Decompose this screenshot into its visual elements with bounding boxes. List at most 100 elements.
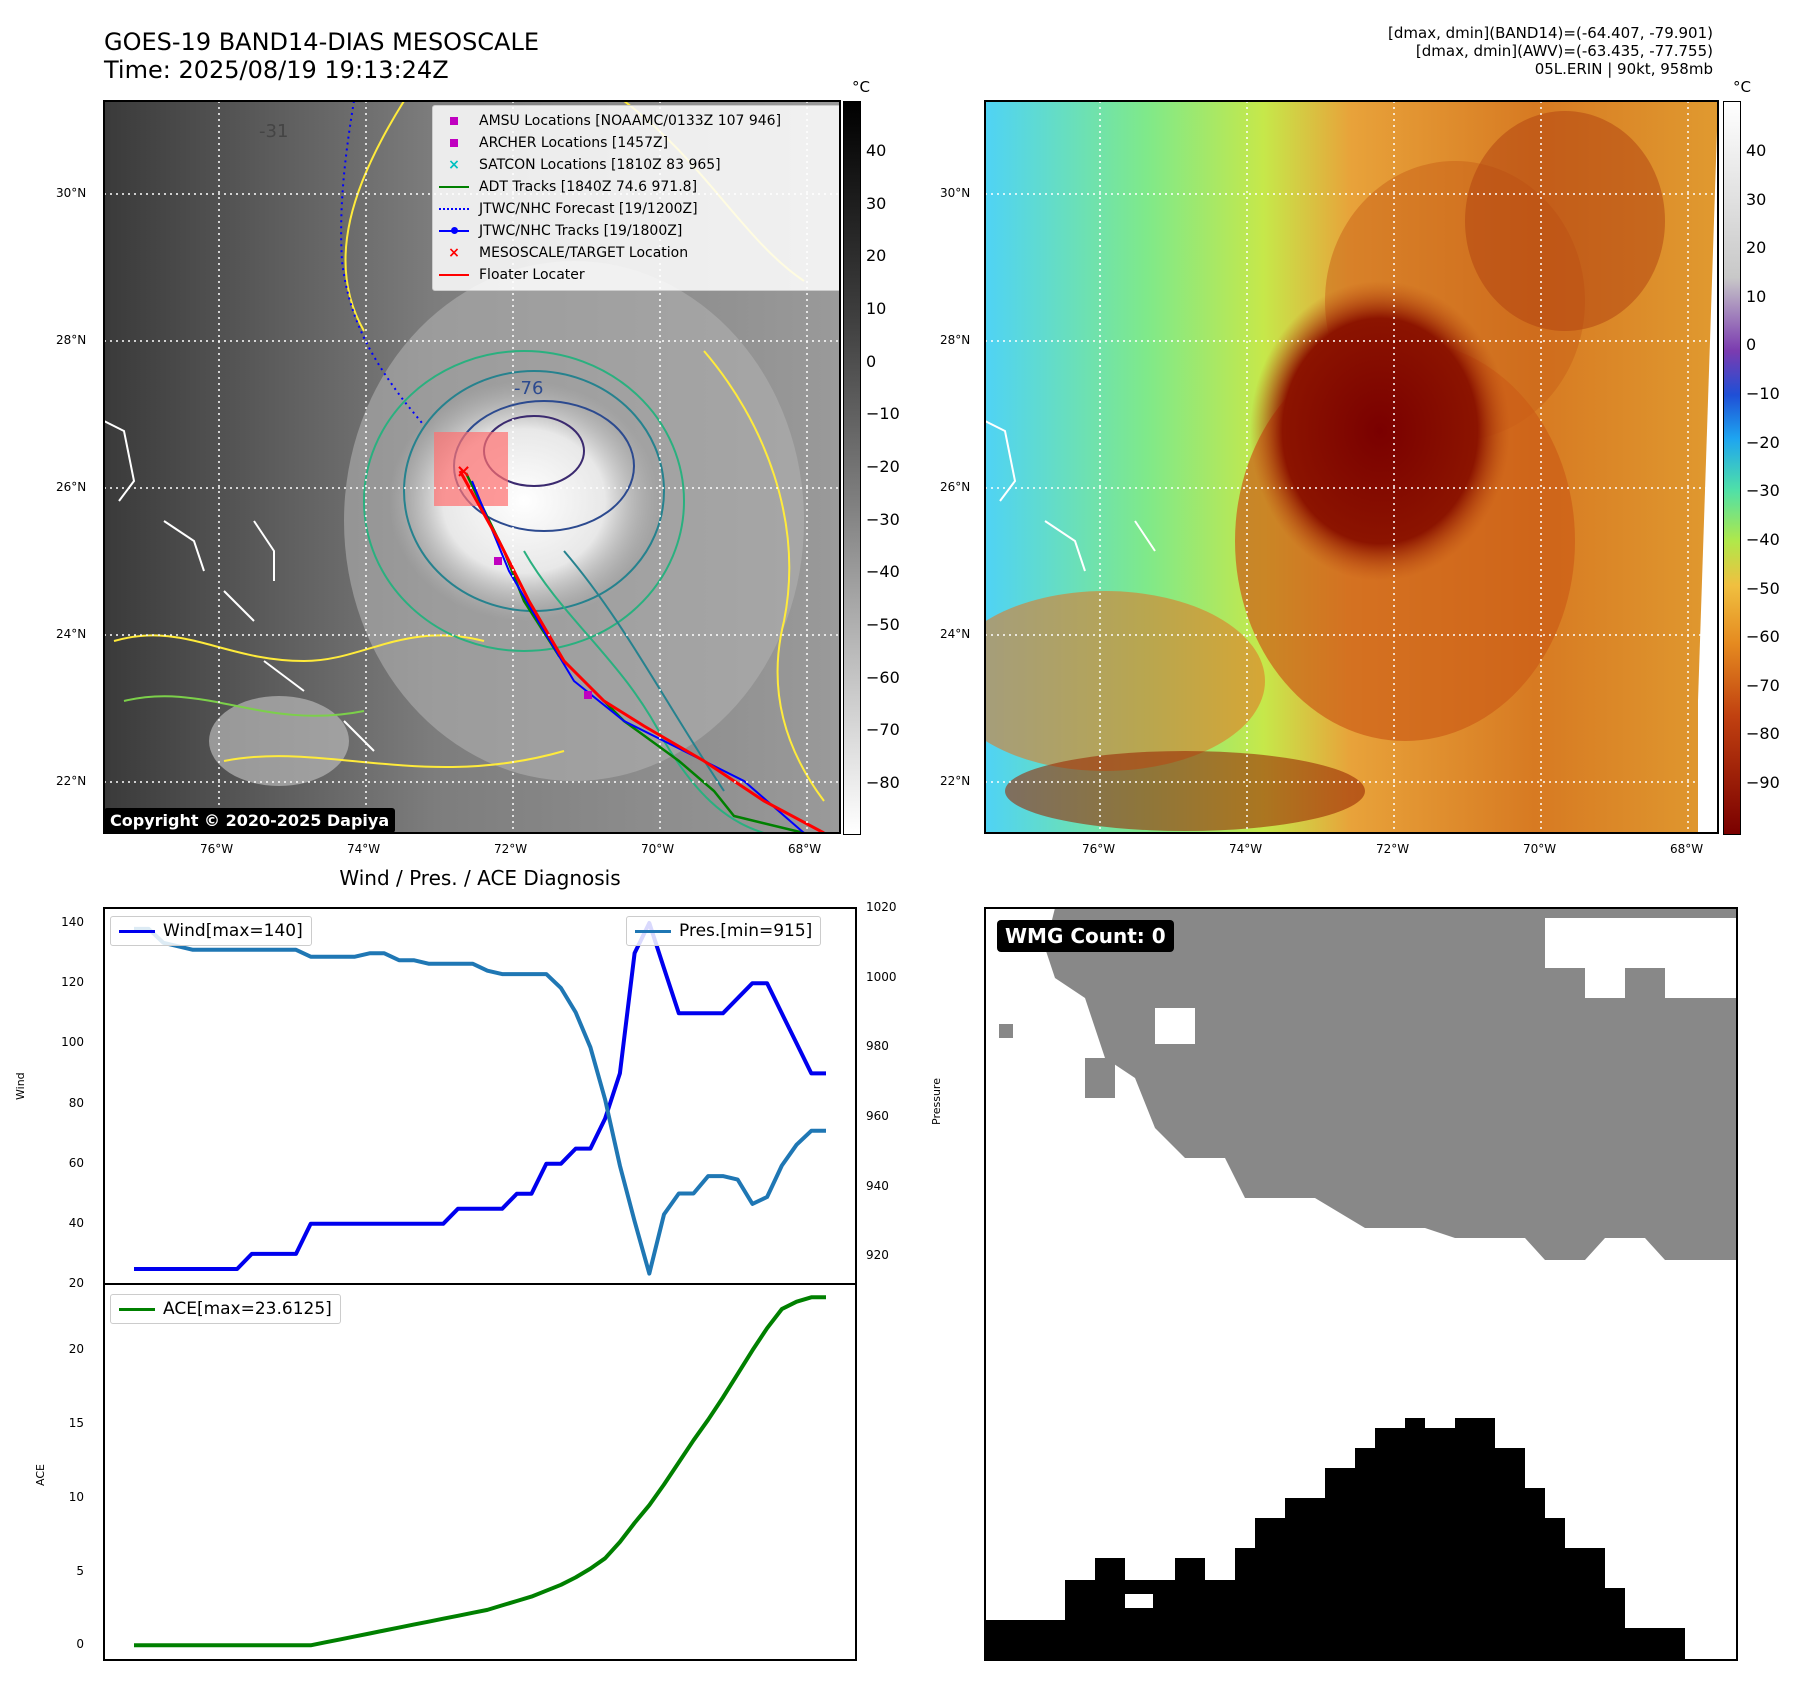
wmg-panel: WMG Count: 0 — [985, 908, 1737, 1660]
left-map-panel: -76 -31 × AMSU Locations [NOAAMC/0133Z 1… — [104, 101, 840, 833]
left-colorbar-unit: °C — [852, 78, 870, 96]
right-map-frame — [984, 100, 1719, 834]
colorbar-tick: 20 — [1746, 238, 1767, 258]
y-tick-label: 1000 — [866, 969, 897, 984]
y-tick-label: 0 — [76, 1637, 84, 1652]
y-tick-label: 15 — [68, 1416, 84, 1431]
colorbar-tick: −60 — [1746, 627, 1780, 647]
legend-item: × SATCON Locations [1810Z 83 965] — [439, 154, 839, 176]
colorbar-tick: −50 — [866, 615, 900, 634]
y-tick-label: 10 — [68, 1489, 84, 1504]
ace-plot — [134, 1295, 826, 1648]
stats-awv: [dmax, dmin](AWV)=(-63.435, -77.755) — [1415, 42, 1713, 60]
colorbar-tick: −10 — [866, 404, 900, 424]
colorbar-tick: 30 — [1746, 189, 1767, 209]
colorbar-tick: −50 — [1746, 578, 1780, 598]
legend-label: JTWC/NHC Tracks [19/1800Z] — [479, 223, 683, 239]
left-lat-22: 22°N — [56, 774, 87, 788]
colorbar-tick: −20 — [1746, 432, 1780, 452]
legend-label: AMSU Locations [NOAAMC/0133Z 107 946] — [479, 113, 782, 129]
y-tick-label: 20 — [68, 1276, 84, 1290]
y-tick-label: 140 — [61, 915, 84, 930]
colorbar-tick: 10 — [1746, 286, 1767, 306]
pressure-legend-label: Pres.[min=915] — [679, 921, 813, 941]
y-tick-label: 960 — [866, 1108, 889, 1123]
ace-legend-swatch — [119, 1307, 155, 1311]
wind-legend: Wind[max=140] — [110, 916, 312, 946]
left-map-legend: AMSU Locations [NOAAMC/0133Z 107 946] ARC… — [432, 105, 840, 291]
figure-title-line2: Time: 2025/08/19 19:13:24Z — [104, 56, 449, 84]
ace-legend: ACE[max=23.6125] — [110, 1294, 341, 1324]
right-map-image — [985, 101, 1718, 833]
legend-label: SATCON Locations [1810Z 83 965] — [479, 157, 721, 173]
colorbar-tick: −30 — [1746, 481, 1780, 501]
pressure-legend: Pres.[min=915] — [626, 916, 822, 946]
legend-item: JTWC/NHC Forecast [19/1200Z] — [439, 198, 839, 220]
pressure-series-line — [134, 926, 826, 1276]
legend-marker — [439, 179, 469, 195]
legend-item: × MESOSCALE/TARGET Location — [439, 242, 839, 264]
legend-item: Floater Locater — [439, 264, 839, 286]
left-map-frame — [103, 100, 841, 834]
target-marker: × — [456, 461, 471, 482]
wmg-image — [985, 908, 1737, 1660]
legend-marker — [439, 201, 469, 217]
left-lon-76: 76°W — [200, 842, 234, 856]
wind-pressure-plot — [134, 921, 826, 1276]
left-lon-68: 68°W — [788, 842, 822, 856]
colorbar-tick: −10 — [1746, 384, 1780, 404]
archer-marker — [494, 557, 502, 565]
floater-track — [458, 470, 825, 833]
legend-marker — [439, 267, 469, 283]
wind-legend-label: Wind[max=140] — [163, 921, 303, 941]
legend-label: ARCHER Locations [1457Z] — [479, 135, 669, 151]
right-lon-76: 76°W — [1082, 842, 1116, 856]
colorbar-tick: 20 — [866, 246, 887, 266]
left-lat-30: 30°N — [56, 186, 87, 200]
left-lat-26: 26°N — [56, 480, 87, 494]
y-tick-label: 120 — [61, 975, 84, 990]
colorbar-tick: −70 — [1746, 675, 1780, 695]
wmg-frame — [984, 907, 1738, 1661]
colorbar-tick: −20 — [866, 457, 900, 476]
y-tick-label: 980 — [866, 1039, 889, 1054]
colorbar-tick: 30 — [866, 193, 887, 213]
y-tick-label: 920 — [866, 1248, 889, 1263]
colorbar-tick: −80 — [866, 773, 900, 792]
stats-header: [dmax, dmin](BAND14)=(-64.407, -79.901) … — [1388, 24, 1713, 78]
copyright-text: Copyright © 2020-2025 Dapiya — [110, 811, 390, 830]
legend-marker: × — [448, 157, 460, 173]
legend-label: Floater Locater — [479, 267, 585, 283]
legend-marker — [439, 223, 469, 239]
left-lat-24: 24°N — [56, 627, 87, 641]
right-lon-70: 70°W — [1523, 842, 1557, 856]
y-tick-label: 60 — [68, 1155, 84, 1170]
colorbar-tick: −80 — [1746, 724, 1780, 744]
colorbar-tick: −30 — [866, 509, 900, 529]
legend-marker — [439, 113, 469, 129]
legend-marker: × — [448, 245, 460, 261]
right-lat-30: 30°N — [940, 186, 971, 200]
wmg-count-badge: WMG Count: 0 — [997, 920, 1174, 952]
ace-series-line — [134, 1295, 826, 1648]
colorbar-tick: 40 — [866, 141, 887, 160]
contour-label-31: -31 — [259, 121, 288, 142]
y-tick-label: 100 — [61, 1035, 84, 1050]
colorbar-tick: −40 — [1746, 529, 1780, 549]
colorbar-tick: −70 — [866, 720, 900, 740]
right-lat-28: 28°N — [940, 333, 971, 347]
colorbar-tick: 40 — [1746, 141, 1767, 160]
figure-title-line1: GOES-19 BAND14-DIAS MESOSCALE — [104, 28, 540, 56]
wind-legend-swatch — [119, 929, 155, 933]
copyright-badge: Copyright © 2020-2025 Dapiya — [104, 808, 396, 833]
nhc-track — [471, 480, 805, 833]
pressure-legend-swatch — [635, 929, 671, 933]
colorbar-tick: 0 — [866, 351, 877, 371]
colorbar-tick: 10 — [866, 299, 887, 318]
y-tick-label: 40 — [68, 1215, 84, 1230]
stats-band14: [dmax, dmin](BAND14)=(-64.407, -79.901) — [1388, 24, 1713, 42]
diagnosis-title: Wind / Pres. / ACE Diagnosis — [339, 866, 621, 890]
right-lon-68: 68°W — [1670, 842, 1704, 856]
left-lon-72: 72°W — [494, 842, 528, 856]
storm-info: 05L.ERIN | 90kt, 958mb — [1534, 60, 1713, 78]
